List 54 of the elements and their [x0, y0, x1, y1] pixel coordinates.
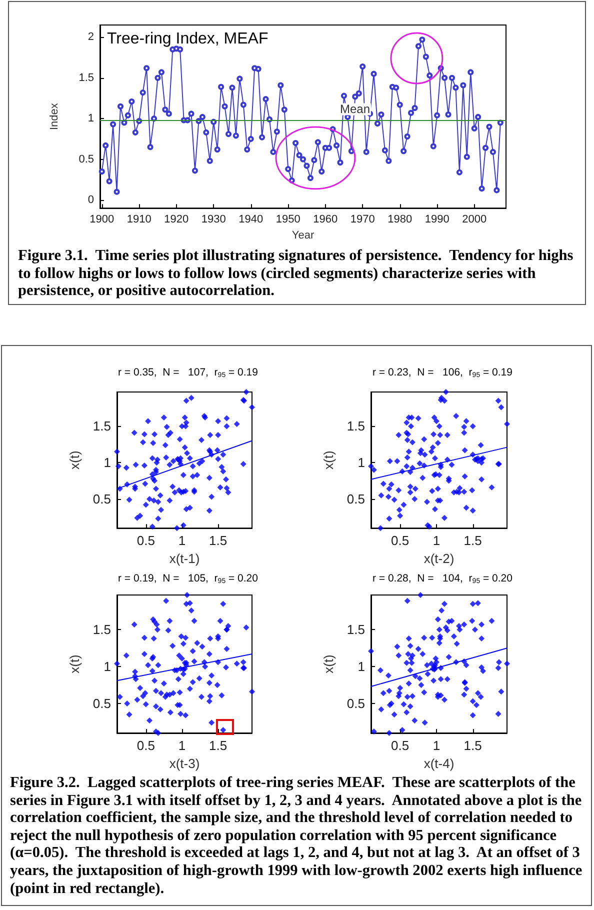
x-tick-label: 1940 [238, 214, 264, 226]
y-tick-label: 1.5 [346, 622, 365, 638]
y-axis-title: x(t) [67, 450, 82, 470]
y-tick-label: 1.5 [346, 418, 365, 434]
x-tick-label: 0.5 [391, 533, 410, 548]
x-tick-label: 1 [432, 738, 440, 753]
y-tick-label: 0.5 [92, 491, 111, 506]
x-axis-title: x(t-2) [424, 551, 454, 566]
x-tick-label: 1990 [424, 214, 450, 226]
x-tick-label: 1970 [350, 214, 375, 226]
x-tick-label: 0.5 [136, 533, 155, 548]
x-tick-label: 1920 [164, 214, 189, 226]
y-axis-title: x(t) [321, 450, 336, 470]
y-axis-title: x(t) [67, 654, 82, 674]
x-tick-label: 1.5 [464, 533, 482, 548]
y-tick-label: 1 [88, 112, 94, 125]
x-tick-label: 1960 [313, 214, 338, 226]
x-axis-title: x(t-3) [169, 756, 200, 771]
x-axis-title: x(t-1) [169, 551, 200, 566]
chart-title: Tree-ring Index, MEAF [107, 30, 268, 48]
y-axis-title: x(t) [321, 654, 336, 674]
caption: Figure 3.2. Lagged scatterplots of tree-ring series MEAF. These are scatterplots of the series in Figure 3.1 with itself offset by 1, 2, 3 and 4 years. Annotated above a plot is the correlation coefficient, the sample size, and the threshold level of correlation needed to reject the null hypothesis of zero population correlation with 95 percent significance (α=0.05). The threshold is exceeded at lags 1, 2, and 4, but not at lag 3. At an offset of 3 years, the juxtaposition of high-growth 1999 with low-growth 2002 exerts high influence (point in red rectangle). [10, 774, 584, 898]
x-tick-label: 2000 [462, 214, 487, 226]
x-tick-label: 1 [178, 738, 186, 753]
x-tick-label: 1.5 [209, 533, 228, 548]
x-tick-label: 0.5 [391, 738, 410, 753]
y-axis-title: Index [48, 102, 60, 130]
x-tick-label: 1 [432, 533, 440, 548]
y-tick-label: 1.5 [92, 622, 111, 638]
y-tick-label: 1 [358, 455, 365, 470]
y-tick-label: 0.5 [78, 153, 94, 166]
y-tick-label: 0.5 [346, 696, 365, 711]
y-tick-label: 0.5 [346, 491, 365, 506]
x-tick-label: 1910 [126, 214, 152, 226]
caption: Figure 3.1. Time series plot illustrating signatures of persistence. Tendency for highs to follow highs or lows to follow lows (circled segments) characterize series with persistence, or positive autocorrelation. [18, 247, 574, 300]
x-tick-label: 1900 [90, 214, 114, 226]
y-tick-label: 1 [104, 455, 111, 470]
x-tick-label: 0.5 [136, 738, 155, 753]
x-tick-label: 1.5 [209, 738, 228, 753]
y-tick-label: 1 [358, 659, 365, 674]
x-axis-title: x(t-4) [424, 756, 454, 771]
x-axis-title: Year [292, 230, 314, 242]
x-tick-label: 1930 [201, 214, 226, 226]
x-tick-label: 1 [178, 533, 186, 548]
x-tick-label: 1950 [276, 214, 300, 226]
y-tick-label: 1.5 [92, 418, 111, 434]
x-tick-label: 1.5 [464, 738, 482, 753]
x-tick-label: 1980 [388, 214, 412, 226]
y-tick-label: 0.5 [92, 696, 111, 711]
y-tick-label: 1 [104, 659, 111, 674]
y-tick-label: 1.5 [78, 72, 94, 84]
y-tick-label: 2 [88, 31, 94, 44]
y-tick-label: 0 [88, 194, 94, 206]
ref-line-label: Mean [340, 102, 370, 116]
